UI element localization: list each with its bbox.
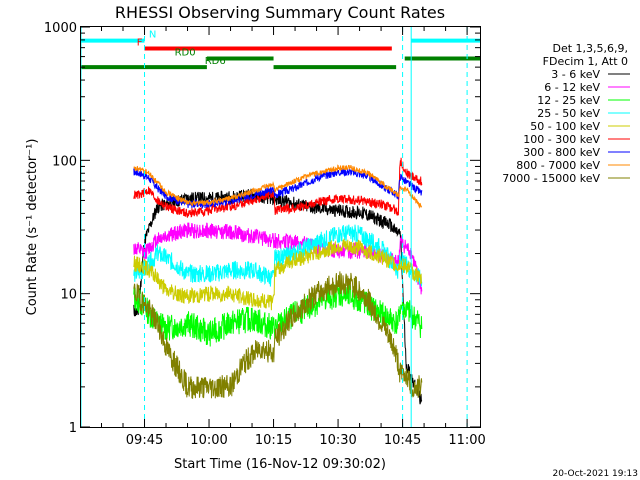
y-tick-label: 1000 bbox=[44, 21, 77, 36]
legend-label: 50 - 100 keV bbox=[530, 120, 600, 133]
x-tick-label: 10:15 bbox=[255, 433, 292, 448]
flag-layer: NF RD0 RD6 bbox=[80, 30, 480, 70]
series-line bbox=[133, 283, 423, 347]
legend-label: 25 - 50 keV bbox=[537, 107, 600, 120]
x-tick-label: 10:00 bbox=[190, 433, 227, 448]
series-layer bbox=[133, 157, 423, 405]
y-axis-label: Count Rate (s⁻¹ detector⁻¹) bbox=[25, 139, 40, 316]
axis-layer: 09:45 10:00 10:15 10:30 10:45 11:00 1 10 100 1000 bbox=[44, 21, 486, 448]
legend-label: 12 - 25 keV bbox=[537, 94, 600, 107]
x-tick-label: 11:00 bbox=[448, 433, 485, 448]
series-line bbox=[133, 238, 423, 311]
legend-header: Det 1,3,5,6,9, bbox=[552, 42, 628, 55]
footer-date: 20-Oct-2021 19:13 bbox=[553, 469, 638, 479]
plot-frame bbox=[80, 26, 481, 428]
legend-label: 100 - 300 keV bbox=[523, 133, 600, 146]
flag-label-rd0: RD0 bbox=[175, 48, 196, 59]
x-tick-label: 10:45 bbox=[384, 433, 421, 448]
flag-label-n: N bbox=[149, 30, 156, 41]
y-tick-label: 100 bbox=[52, 154, 77, 169]
x-axis-label: Start Time (16-Nov-12 09:30:02) bbox=[174, 457, 386, 472]
legend: Det 1,3,5,6,9,FDecim 1, Att 03 - 6 keV6 … bbox=[502, 42, 630, 185]
legend-header: FDecim 1, Att 0 bbox=[543, 55, 628, 68]
chart-title: RHESSI Observing Summary Count Rates bbox=[115, 3, 445, 22]
legend-label: 300 - 800 keV bbox=[523, 146, 600, 159]
legend-label: 3 - 6 keV bbox=[551, 68, 600, 81]
series-line bbox=[133, 224, 423, 287]
y-tick-label: 10 bbox=[60, 288, 77, 303]
series-line bbox=[133, 222, 423, 295]
legend-label: 7000 - 15000 keV bbox=[502, 172, 600, 185]
series-line bbox=[133, 164, 423, 209]
flag-label-rd6: RD6 bbox=[205, 56, 226, 67]
x-tick-label: 09:45 bbox=[126, 433, 163, 448]
legend-label: 6 - 12 keV bbox=[544, 81, 600, 94]
y-tick-label: 1 bbox=[69, 421, 77, 436]
series-line bbox=[133, 157, 423, 218]
series-line bbox=[133, 271, 423, 399]
flag-label-f: F bbox=[137, 37, 143, 48]
x-tick-label: 10:30 bbox=[319, 433, 356, 448]
legend-label: 800 - 7000 keV bbox=[516, 159, 600, 172]
